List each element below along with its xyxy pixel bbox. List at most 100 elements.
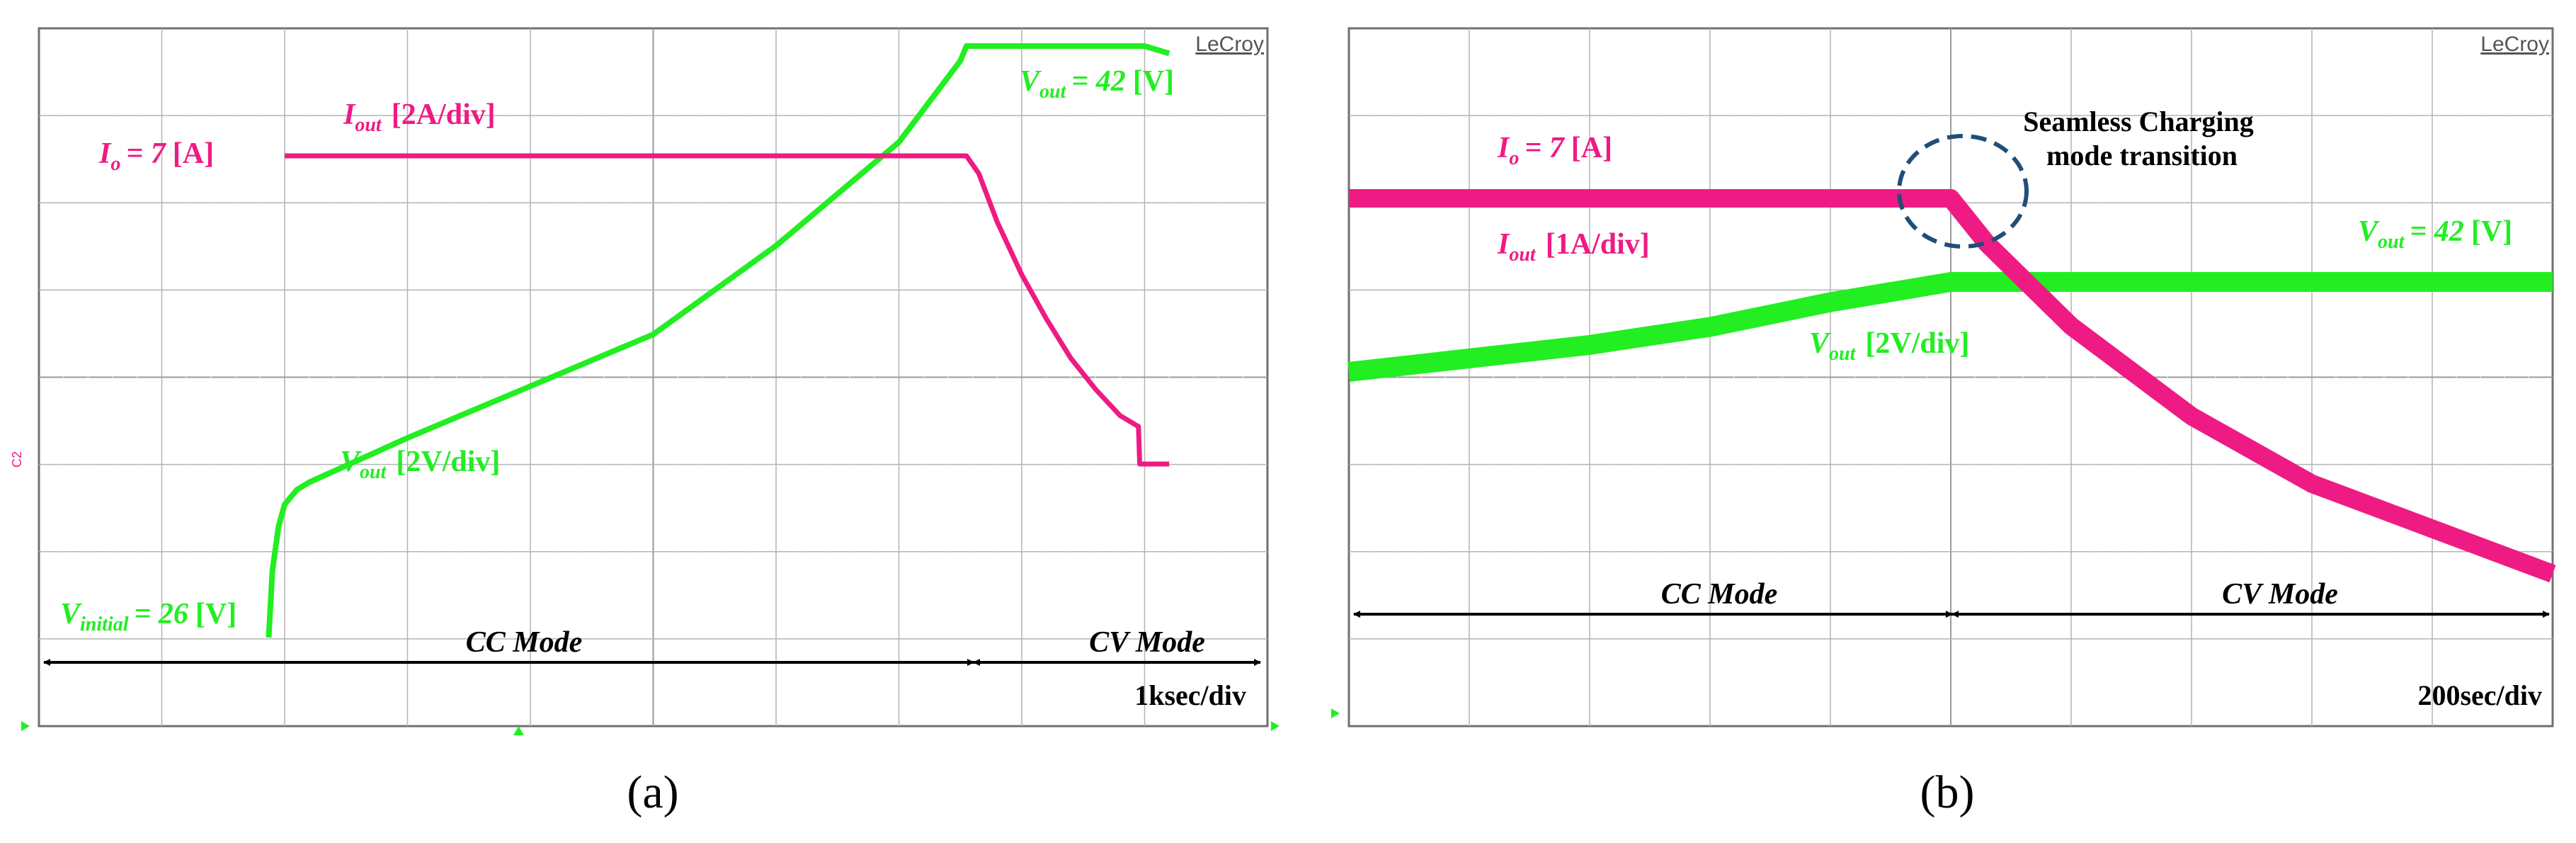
grid-dot xyxy=(1564,550,1567,553)
grid-dot xyxy=(136,463,139,465)
grid-dot xyxy=(2479,638,2482,640)
grid-dot xyxy=(136,114,139,117)
grid-dot xyxy=(1757,550,1760,553)
grid-dot xyxy=(1805,376,1808,378)
grid-dot xyxy=(2142,550,2145,553)
grid-dot xyxy=(603,550,605,553)
grid-dot xyxy=(2142,201,2145,204)
ground-marker-left-a xyxy=(21,721,30,731)
grid-dot xyxy=(1901,114,1904,117)
grid-dot xyxy=(1540,376,1543,378)
grid-dot xyxy=(1853,376,1856,378)
grid-dot xyxy=(1045,638,1047,640)
scope-a-brand: LeCroy xyxy=(1195,33,1264,56)
grid-dot xyxy=(627,201,630,204)
grid-dot xyxy=(136,550,139,553)
iout-trace-b xyxy=(1349,189,2556,583)
grid-dot xyxy=(676,376,679,378)
grid-dot xyxy=(676,463,679,465)
grid-dot xyxy=(1444,638,1447,640)
grid-dot xyxy=(726,201,728,204)
grid-dot xyxy=(1119,638,1122,640)
grid-dot xyxy=(726,289,728,291)
grid-dot xyxy=(2238,376,2241,378)
grid-dot xyxy=(1070,638,1072,640)
grid-dot xyxy=(2359,201,2361,204)
grid-dot xyxy=(996,463,998,465)
grid-dot xyxy=(1877,638,1880,640)
caption-b: (b) xyxy=(1920,766,1975,818)
grid-dot xyxy=(1612,376,1615,378)
vout-final-label-a: Vout = 42 [V] xyxy=(1020,65,1174,103)
vout-scale-label-a: Vout [2V/div] xyxy=(340,446,500,483)
grid-dot xyxy=(1757,289,1760,291)
grid-dot xyxy=(603,114,605,117)
grid-dot xyxy=(2142,638,2145,640)
grid-dot xyxy=(1612,289,1615,291)
grid-dot xyxy=(1781,114,1784,117)
grid-dot xyxy=(62,289,64,291)
grid-dot xyxy=(2166,463,2169,465)
grid-dot xyxy=(1168,376,1170,378)
grid-dot xyxy=(579,114,581,117)
grid-dot xyxy=(1636,289,1639,291)
grid-dot xyxy=(1070,114,1072,117)
grid-dot xyxy=(947,289,950,291)
grid-dot xyxy=(1119,463,1122,465)
grid-dot xyxy=(2142,114,2145,117)
grid-dot xyxy=(922,376,925,378)
grid-dot xyxy=(308,376,311,378)
grid-dot xyxy=(1925,638,1928,640)
grid-dot xyxy=(947,376,950,378)
grid-dot xyxy=(505,638,507,640)
grid-dot xyxy=(996,376,998,378)
grid-dot xyxy=(1168,289,1170,291)
cc-mode-label-b: CC Mode xyxy=(1661,578,1778,611)
grid-dot xyxy=(136,638,139,640)
grid-dot xyxy=(603,376,605,378)
grid-dot xyxy=(480,289,482,291)
grid-dot xyxy=(2166,201,2169,204)
grid-dot xyxy=(2094,201,2097,204)
grid-dot xyxy=(2503,201,2506,204)
grid-dot xyxy=(1925,550,1928,553)
grid-dot xyxy=(726,550,728,553)
timebase-label-b: 200sec/div xyxy=(2417,679,2542,711)
grid-dot xyxy=(62,114,64,117)
grid-dot xyxy=(922,114,925,117)
grid-dot xyxy=(2527,114,2530,117)
grid-dot xyxy=(579,463,581,465)
grid-dot xyxy=(308,638,311,640)
grid-dot xyxy=(505,201,507,204)
grid-dot xyxy=(357,289,360,291)
grid-dot xyxy=(873,289,876,291)
grid-dot xyxy=(185,463,188,465)
grid-dot xyxy=(2286,201,2289,204)
grid-dot xyxy=(701,463,704,465)
grid-dot xyxy=(2455,201,2458,204)
grid-dot xyxy=(1070,463,1072,465)
grid-dot xyxy=(2166,114,2169,117)
grid-dot xyxy=(308,201,311,204)
grid-dot xyxy=(210,289,212,291)
grid-dot xyxy=(2214,376,2217,378)
grid-dot xyxy=(1733,550,1736,553)
grid-dot xyxy=(357,638,360,640)
grid-dot xyxy=(554,638,556,640)
grid-dot xyxy=(2527,376,2530,378)
grid-dot xyxy=(1492,289,1495,291)
grid-dot xyxy=(947,638,950,640)
grid-dot xyxy=(1540,550,1543,553)
grid-dot xyxy=(1997,550,2000,553)
grid-dot xyxy=(2335,376,2337,378)
grid-dot xyxy=(1685,376,1687,378)
grid-dot xyxy=(554,289,556,291)
grid-dot xyxy=(1119,289,1122,291)
grid-dot xyxy=(1660,376,1663,378)
trigger-marker-a xyxy=(513,726,524,735)
grid-dot xyxy=(2214,550,2217,553)
grid-dot xyxy=(2455,376,2458,378)
grid-dot xyxy=(2286,550,2289,553)
grid-dot xyxy=(1217,463,1219,465)
grid-dot xyxy=(627,289,630,291)
